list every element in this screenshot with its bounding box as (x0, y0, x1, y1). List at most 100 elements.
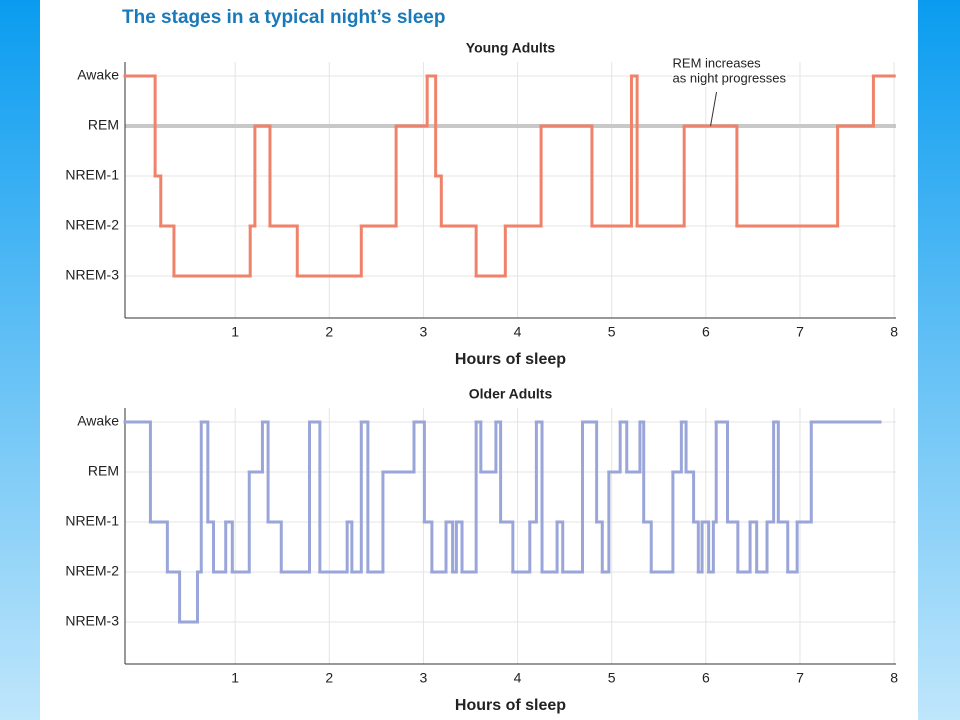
step-segment (425, 74, 438, 178)
step-segment (206, 520, 215, 574)
step-segment (735, 124, 840, 228)
page-title: The stages in a typical night’s sleep (122, 7, 445, 28)
step-segment (412, 420, 426, 524)
step-segment (422, 520, 434, 574)
step-segment (765, 420, 776, 524)
step-segment (682, 124, 739, 228)
x-tick-label: 5 (608, 670, 616, 686)
step-segment (148, 520, 169, 574)
step-segment (159, 224, 176, 278)
step-segment (123, 74, 157, 178)
x-tick-label: 7 (796, 670, 804, 686)
step-segment (836, 74, 875, 128)
x-tick-label: 5 (608, 324, 616, 340)
step-segment (479, 420, 498, 474)
x-tick-label: 8 (890, 324, 898, 340)
step-segment (224, 520, 234, 574)
x-tick-label: 6 (702, 670, 710, 686)
x-tick-label: 2 (325, 324, 333, 340)
annotation-text: REM increases (673, 55, 762, 70)
step-segment (253, 124, 272, 228)
step-segment (635, 124, 686, 228)
step-segment (230, 470, 251, 574)
step-segment (581, 420, 599, 524)
y-tick-label: NREM-2 (65, 563, 119, 579)
x-tick-label: 3 (420, 670, 428, 686)
step-segment (199, 420, 210, 524)
y-tick-label: Awake (77, 67, 119, 83)
step-segment (696, 520, 704, 574)
chart-title: Young Adults (466, 40, 556, 56)
step-segment (248, 124, 257, 228)
step-segment (684, 470, 696, 524)
x-tick-label: 8 (890, 670, 898, 686)
step-segment (165, 570, 182, 624)
x-tick-label: 7 (796, 324, 804, 340)
step-segment (736, 520, 752, 574)
y-tick-label: NREM-2 (65, 217, 119, 233)
x-tick-label: 1 (231, 324, 239, 340)
step-segment (540, 520, 559, 574)
step-segment (607, 420, 622, 474)
step-segment (268, 224, 299, 278)
step-segment (350, 420, 363, 574)
step-segment (725, 520, 740, 574)
annotation-leader (710, 91, 718, 127)
step-segment (444, 520, 455, 574)
step-segment (195, 420, 203, 574)
step-segment (528, 420, 538, 524)
step-segment (178, 570, 199, 624)
step-segment (279, 420, 312, 574)
step-segment (172, 224, 252, 278)
step-segment (534, 420, 544, 574)
x-tick-label: 1 (231, 670, 239, 686)
step-segment (474, 420, 483, 474)
step-segment (679, 420, 688, 474)
step-segment (707, 520, 715, 574)
annotation-text: as night progresses (673, 70, 787, 85)
step-segment (649, 470, 675, 574)
step-segment (539, 124, 594, 228)
step-segment (776, 520, 790, 574)
x-axis-label: Hours of sleep (455, 351, 566, 368)
step-segment (123, 420, 152, 524)
step-segment (260, 420, 270, 524)
step-segment (638, 420, 646, 524)
step-segment (318, 520, 349, 574)
step-segment (600, 470, 611, 574)
step-segment (247, 420, 264, 474)
step-segment (211, 520, 228, 574)
panel (40, 0, 918, 720)
step-segment (434, 174, 443, 228)
step-segment (748, 520, 759, 574)
step-segment (359, 420, 370, 574)
chart-title: Older Adults (469, 386, 553, 402)
x-tick-label: 4 (514, 324, 522, 340)
step-segment (359, 124, 398, 228)
x-tick-label: 2 (325, 670, 333, 686)
step-segment (618, 420, 629, 474)
step-segment (692, 520, 700, 574)
y-tick-label: NREM-3 (65, 267, 119, 283)
step-segment (460, 420, 478, 574)
x-tick-label: 3 (420, 324, 428, 340)
step-segment (494, 420, 503, 524)
step-segment (345, 520, 354, 574)
step-segment (590, 74, 633, 228)
step-segment (629, 74, 639, 228)
step-segment (555, 520, 565, 574)
x-tick-label: 6 (702, 324, 710, 340)
step-segment (430, 520, 448, 574)
step-segment (711, 420, 718, 524)
step-segment (700, 520, 711, 574)
step-segment (772, 420, 780, 524)
step-segment (439, 224, 478, 278)
step-segment (454, 520, 464, 574)
step-segment (561, 420, 585, 574)
step-segment (394, 74, 429, 128)
step-segment (381, 420, 416, 474)
y-tick-label: Awake (77, 413, 119, 429)
step-segment (366, 470, 385, 574)
step-segment (266, 520, 283, 574)
